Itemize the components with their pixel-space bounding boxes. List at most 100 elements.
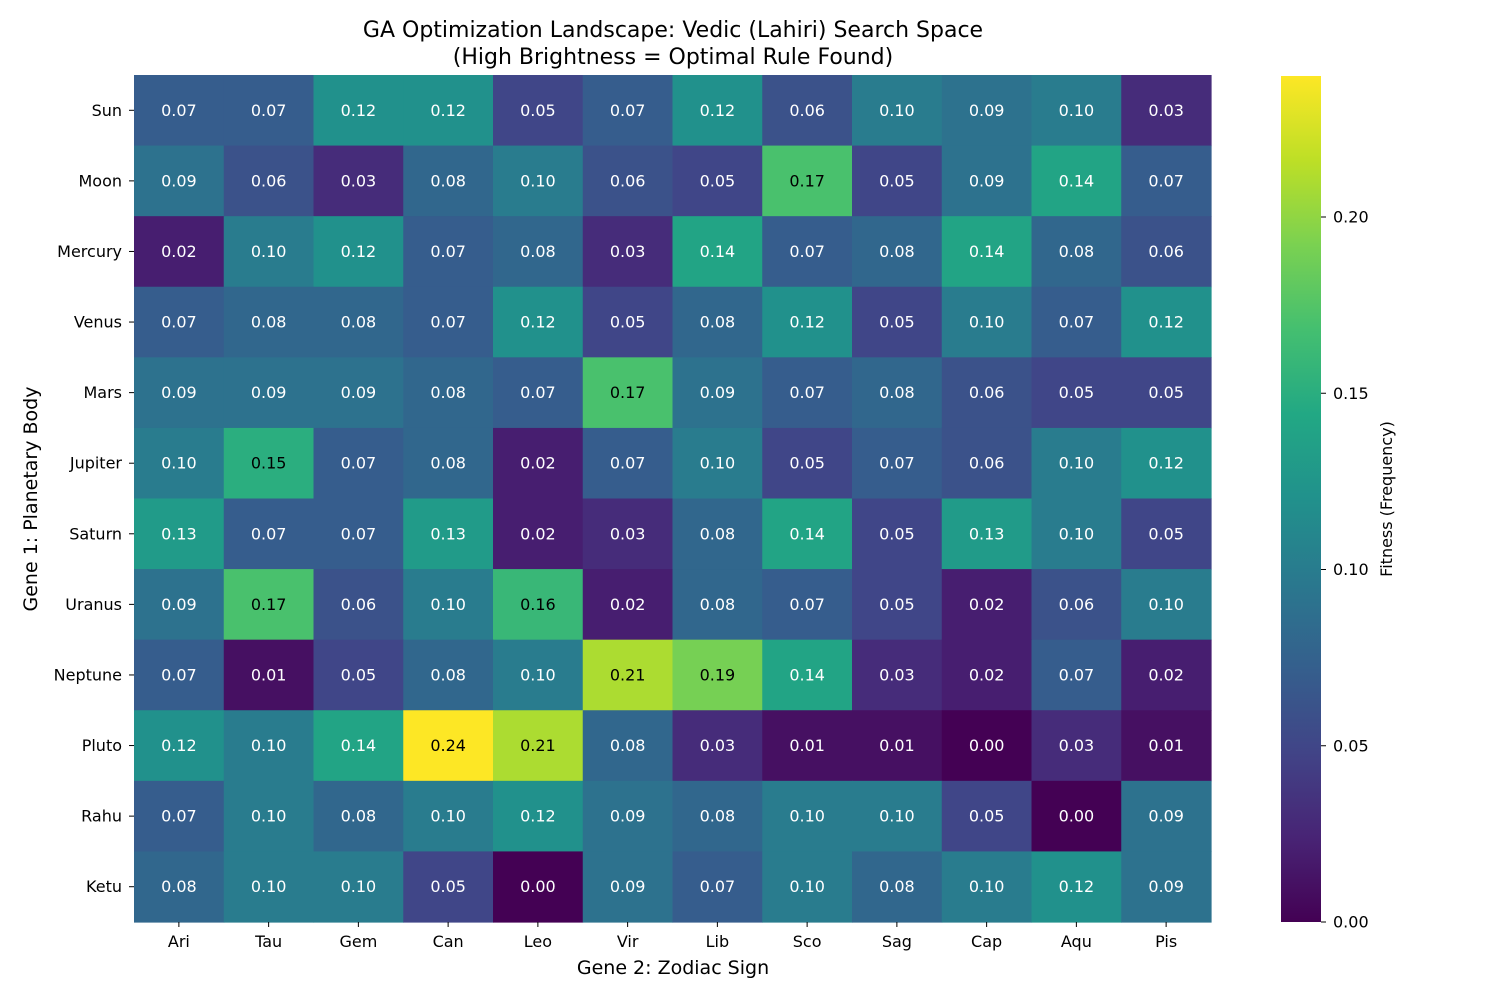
cell-value-label: 0.05 [520,101,556,120]
cell-value-label: 0.07 [161,665,197,684]
y-tick-label: Saturn [69,524,122,543]
y-tick-label: Mercury [57,242,122,261]
y-axis-label: Gene 1: Planetary Body [20,387,42,612]
heatmap-cell [1121,569,1212,641]
cell-value-label: 0.08 [341,807,377,826]
heatmap-cell [672,216,763,288]
heatmap-cell [493,75,584,147]
heatmap-cell [313,851,404,923]
heatmap-cell [313,145,404,217]
heatmap-cell [223,427,315,500]
heatmap-cell [762,498,853,570]
cell-value-label: 0.07 [161,807,197,826]
cell-value-label: 0.08 [341,313,377,332]
heatmap-cell [672,286,763,358]
cell-value-label: 0.10 [1148,595,1184,614]
heatmap-cell [1121,780,1212,853]
heatmap-cell [403,780,494,853]
heatmap-cell [493,357,584,429]
heatmap-cell [223,639,315,711]
cell-value-label: 0.10 [789,877,825,896]
cell-value-label: 0.05 [1148,524,1184,543]
heatmap-cell [403,286,494,358]
y-tick-label: Jupiter [69,454,123,473]
heatmap-cell [1121,710,1212,782]
cell-value-label: 0.10 [1059,524,1095,543]
x-tick-label: Aqu [1061,932,1092,951]
heatmap-cell [1121,851,1212,923]
cell-value-label: 0.09 [161,595,197,614]
heatmap-cell [852,569,943,641]
heatmap-cell [1031,851,1122,923]
heatmap-cell [1121,216,1212,288]
heatmap-cell [672,145,763,217]
cell-value-label: 0.07 [430,313,466,332]
heatmap-cell-labels: 0.07 0.07 0.12 0.12 0.05 0.07 0.12 0.06 0.10 0.09… [161,101,1184,896]
heatmap-cell [762,569,853,641]
heatmap-cell [762,357,853,429]
heatmap-cell [1031,427,1122,500]
heatmap-cell [852,357,943,429]
cell-value-label: 0.12 [1148,313,1184,332]
heatmap-cell [134,286,225,358]
cell-value-label: 0.12 [430,101,466,120]
heatmap-cell [493,427,584,500]
heatmap-cell [941,780,1033,853]
heatmap-cell [313,780,404,853]
heatmap-cell [403,498,494,570]
heatmap-cell [403,639,494,711]
cell-value-label: 0.09 [161,171,197,190]
colorbar-tick-label: 0.20 [1333,208,1369,227]
cell-value-label: 0.17 [789,171,825,190]
cell-value-label: 0.08 [700,313,736,332]
heatmap-cell [762,851,853,923]
heatmap-cell [672,357,763,429]
cell-value-label: 0.08 [430,171,466,190]
cell-value-label: 0.08 [520,242,556,261]
cell-value-label: 0.09 [1148,807,1184,826]
cell-value-label: 0.03 [610,524,646,543]
cell-value-label: 0.07 [789,595,825,614]
cell-value-label: 0.06 [610,171,646,190]
cell-value-label: 0.10 [879,807,915,826]
heatmap-cell [1031,357,1122,429]
heatmap-cell [403,216,494,288]
cell-value-label: 0.03 [1059,736,1095,755]
cell-value-label: 0.02 [520,524,556,543]
cell-value-label: 0.12 [520,313,556,332]
cell-value-label: 0.13 [969,524,1005,543]
cell-value-label: 0.07 [1148,171,1184,190]
heatmap-cell [313,357,404,429]
cell-value-label: 0.10 [879,101,915,120]
cell-value-label: 0.07 [879,454,915,473]
heatmap-cell [403,569,494,641]
cell-value-label: 0.07 [610,101,646,120]
heatmap-cell [134,569,225,641]
cell-value-label: 0.10 [430,807,466,826]
heatmap-cell [1121,427,1212,500]
cell-value-label: 0.10 [251,807,287,826]
cell-value-label: 0.06 [1059,595,1095,614]
cell-value-label: 0.05 [700,171,736,190]
cell-value-label: 0.10 [969,877,1005,896]
heatmap-cell [1031,145,1122,217]
cell-value-label: 0.07 [520,383,556,402]
cell-value-label: 0.01 [1148,736,1184,755]
cell-value-label: 0.07 [700,877,736,896]
cell-value-label: 0.02 [969,665,1005,684]
cell-value-label: 0.05 [879,595,915,614]
cell-value-label: 0.09 [1148,877,1184,896]
cell-value-label: 0.10 [700,454,736,473]
cell-value-label: 0.06 [969,383,1005,402]
cell-value-label: 0.05 [610,313,646,332]
cell-value-label: 0.08 [610,736,646,755]
cell-value-label: 0.21 [610,665,646,684]
heatmap-cell [403,75,494,147]
heatmap-cell [134,357,225,429]
heatmap-cell [223,569,315,641]
cell-value-label: 0.09 [969,101,1005,120]
cell-value-label: 0.14 [969,242,1005,261]
heatmap-cell [1031,75,1122,147]
cell-value-label: 0.09 [610,807,646,826]
